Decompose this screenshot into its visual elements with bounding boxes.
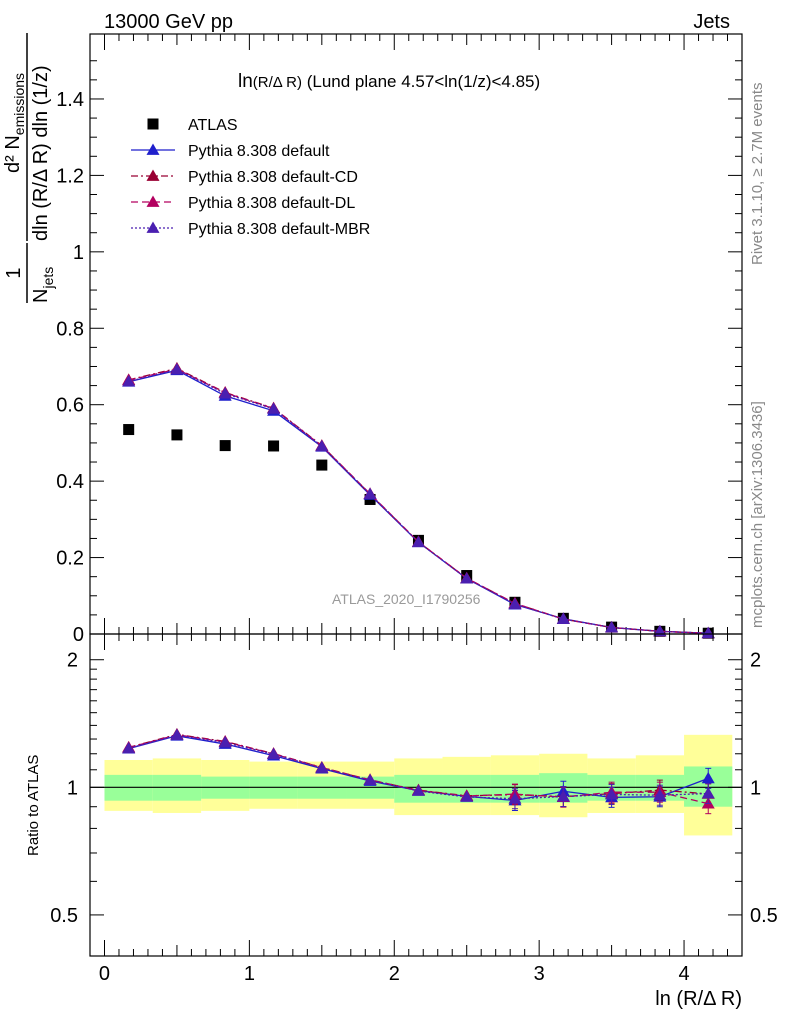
ratio-point-3 xyxy=(170,728,184,740)
atlas-point xyxy=(219,440,231,452)
ylabel-right-den: dln (R/Δ R) dln (1/z) xyxy=(30,65,52,241)
series-point-4 xyxy=(460,572,474,584)
legend-label-3: Pythia 8.308 default-DL xyxy=(188,195,355,212)
legend-marker-3 xyxy=(146,195,160,207)
ratio-ytick-label-right: 0.5 xyxy=(750,905,778,927)
ratio-ytick-label: 2 xyxy=(67,650,78,672)
atlas-point xyxy=(316,459,328,471)
series-point-4 xyxy=(508,597,522,610)
ratio-point-3 xyxy=(556,790,570,802)
ratio-point-3 xyxy=(508,792,522,804)
main-ytick-label: 1 xyxy=(73,242,84,264)
ratio-ytick-label-right: 2 xyxy=(750,650,761,672)
ratio-point-3 xyxy=(653,788,667,801)
legend-marker-1 xyxy=(146,143,160,155)
series-point-4 xyxy=(556,612,570,624)
atlas-point xyxy=(268,440,280,452)
ratio-ytick-label: 0.5 xyxy=(50,905,78,927)
atlas-point xyxy=(171,429,183,441)
series-point-4 xyxy=(411,535,425,548)
ratio-frame xyxy=(89,633,743,957)
main-ytick-label: 1.2 xyxy=(56,165,84,187)
ylabel-right-num: d² Nemissions xyxy=(2,73,27,173)
ratio-ytick-label-right: 1 xyxy=(750,777,761,799)
ratio-point-3 xyxy=(605,787,619,800)
ratio-xlabel: ln (R/Δ R) xyxy=(655,988,742,1010)
header-right-label: Jets xyxy=(693,11,730,33)
main-ytick-label: 0.4 xyxy=(56,471,84,493)
legend-label-2: Pythia 8.308 default-CD xyxy=(188,169,358,186)
header-left-label: 13000 GeV pp xyxy=(104,11,233,33)
ratio-point-3 xyxy=(460,790,474,802)
ratio-point-3 xyxy=(218,735,232,748)
series-point-4 xyxy=(170,363,184,375)
series-point-4 xyxy=(267,402,281,414)
series-point-4 xyxy=(218,387,232,399)
ratio-point-3 xyxy=(701,787,715,799)
legend-label-0: ATLAS xyxy=(188,117,238,134)
legend-marker-2 xyxy=(146,169,160,181)
series-point-4 xyxy=(122,374,136,387)
rivet-label: Rivet 3.1.10, ≥ 2.7M events xyxy=(749,83,766,266)
legend-marker-atlas xyxy=(147,118,159,130)
main-ytick-label-zero: 0 xyxy=(73,624,84,646)
ratio-xtick-label: 3 xyxy=(534,963,545,985)
series-point-4 xyxy=(363,487,377,500)
main-ytick-label: 0.8 xyxy=(56,318,84,340)
ratio-point-0 xyxy=(701,771,715,784)
ratio-ylabel: Ratio to ATLAS xyxy=(25,755,42,856)
ylabel-den: Njets xyxy=(30,267,56,303)
main-ylabel: 1 Njets d² Nemissions dln (R/Δ R) dln (1… xyxy=(2,33,56,303)
main-ytick-label: 0.6 xyxy=(56,395,84,417)
ratio-point-3 xyxy=(315,761,329,773)
ratio-point-3 xyxy=(363,773,377,785)
main-ytick-label: 0.2 xyxy=(56,548,84,570)
ratio-xtick-label: 0 xyxy=(99,963,110,985)
atlas-point xyxy=(123,424,135,436)
series-point-4 xyxy=(653,624,667,637)
ratio-point-3 xyxy=(122,741,136,754)
watermark-label: ATLAS_2020_I1790256 xyxy=(332,591,481,607)
legend-marker-4 xyxy=(146,221,160,233)
plot-title: ln(R/Δ R) (Lund plane 4.57<ln(1/z)<4.85) xyxy=(238,71,540,92)
ratio-point-3 xyxy=(411,784,425,796)
ratio-xtick-label: 4 xyxy=(678,963,689,985)
legend-label-4: Pythia 8.308 default-MBR xyxy=(188,221,370,238)
series-point-4 xyxy=(315,439,329,452)
main-ytick-label: 1.4 xyxy=(56,89,84,111)
series-point-4 xyxy=(605,621,619,633)
ratio-point-3 xyxy=(267,747,281,760)
ratio-ytick-label: 1 xyxy=(67,777,78,799)
ratio-xtick-label: 1 xyxy=(244,963,255,985)
legend-label-1: Pythia 8.308 default xyxy=(188,143,330,160)
mcplots-label: mcplots.cern.ch [arXiv:1306.3436] xyxy=(749,401,766,628)
ylabel-num: 1 xyxy=(3,267,25,278)
ratio-xtick-label: 2 xyxy=(389,963,400,985)
series-point-4 xyxy=(701,626,715,639)
